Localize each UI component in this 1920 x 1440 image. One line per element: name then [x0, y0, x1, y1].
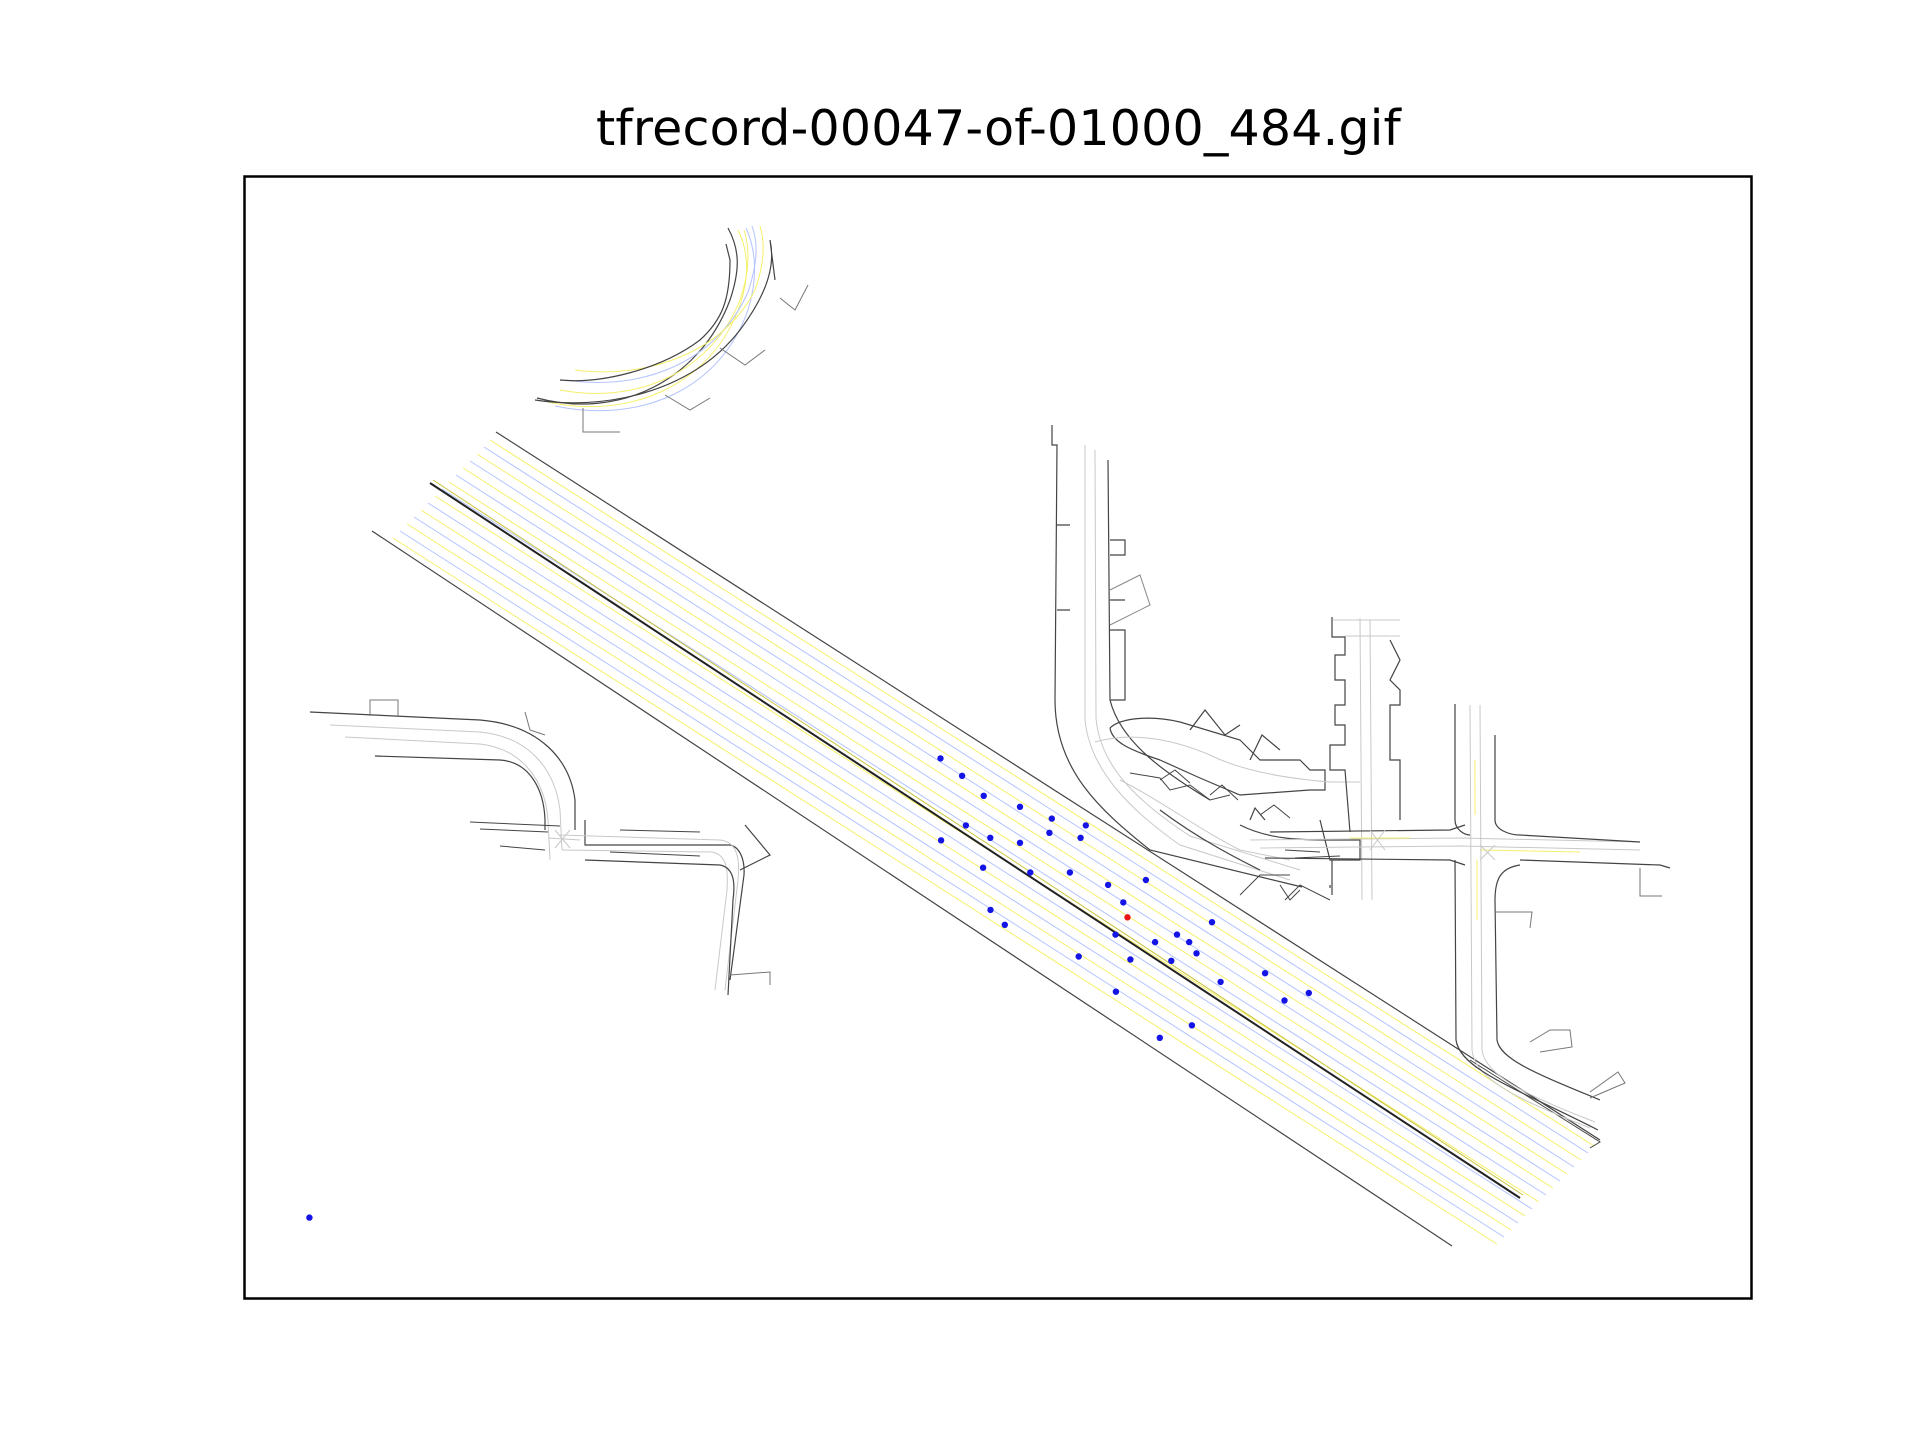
agent-dot	[1305, 989, 1313, 997]
road-network	[309, 225, 1671, 1247]
agent-dot	[1208, 919, 1216, 926]
agent-dot	[1104, 881, 1112, 889]
agent-dot	[1048, 815, 1056, 822]
highway-edge-south	[371, 530, 1453, 1247]
agent-dot	[1046, 829, 1053, 836]
agent-dot	[987, 834, 994, 841]
agent-dot	[1082, 822, 1090, 829]
figure-title: tfrecord-00047-of-01000_484.gif	[595, 100, 1401, 157]
agent-dot	[1281, 997, 1288, 1004]
agent-dot	[937, 837, 945, 844]
highway	[371, 431, 1601, 1247]
agent-dot	[980, 792, 987, 799]
agent-dot	[1127, 956, 1134, 963]
agent-dot	[1217, 978, 1224, 986]
agent-dot	[937, 755, 944, 762]
agent-dot	[1188, 1022, 1196, 1029]
agent-dot	[1066, 869, 1074, 876]
agent-dot	[1027, 869, 1034, 876]
agent-dot	[1261, 970, 1269, 977]
ego-agent-dot	[1124, 914, 1131, 921]
agent-dot	[1112, 931, 1119, 938]
agent-dot	[1193, 950, 1200, 957]
left-intersection	[309, 699, 771, 996]
plot-frame	[243, 175, 1753, 1300]
curved-road-top	[534, 225, 809, 433]
agent-dot	[1173, 931, 1181, 938]
agent-dot	[1151, 938, 1159, 946]
agent-dot	[1120, 899, 1127, 906]
highway-edge-north	[495, 431, 1601, 1141]
agent-dot	[1016, 839, 1024, 846]
agent-dot	[1016, 803, 1024, 810]
right-street-network	[1051, 425, 1671, 1131]
agent-dot	[958, 772, 966, 779]
agent-dot	[1001, 921, 1008, 928]
agent-dot	[987, 906, 994, 914]
agent-dot	[306, 1214, 313, 1221]
agent-dot	[1168, 957, 1175, 964]
agent-dot	[1142, 876, 1150, 884]
agent-dot	[1077, 834, 1084, 841]
agent-dot	[979, 864, 987, 871]
agent-layer	[306, 755, 1313, 1221]
agent-dot	[1156, 1034, 1164, 1042]
agent-dot	[1112, 988, 1120, 995]
agent-dot	[1075, 953, 1082, 960]
highway-median	[429, 482, 1521, 1199]
agent-dot	[962, 822, 970, 829]
agent-dot	[1186, 938, 1193, 946]
